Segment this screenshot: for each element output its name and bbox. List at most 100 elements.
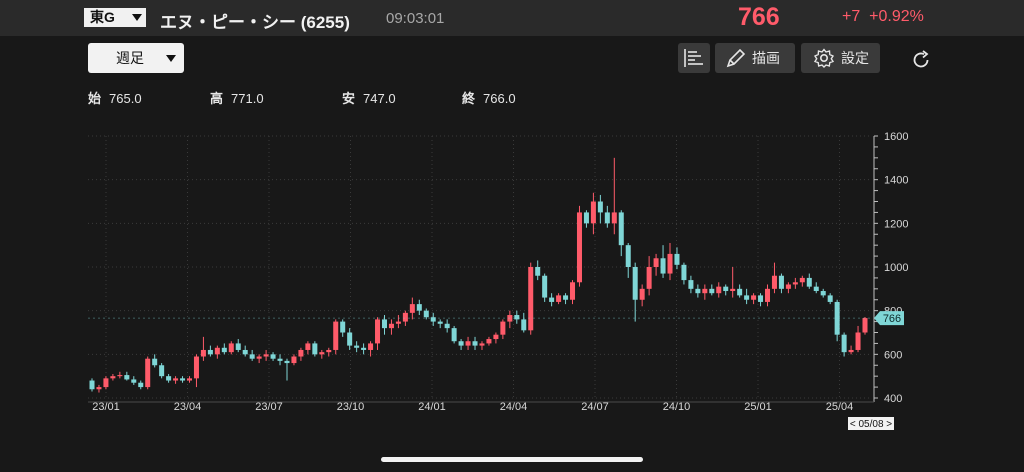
candle-body [848, 349, 854, 353]
x-tick-label: 24/07 [581, 401, 609, 413]
candle-body [702, 288, 708, 294]
candle-body [284, 360, 290, 364]
candle-body [723, 286, 729, 292]
change-percent: +0.92% [869, 8, 924, 25]
ohlc-high-label: 高 [210, 91, 224, 106]
candle-body [799, 277, 805, 283]
market-selector[interactable]: 東G [84, 8, 146, 27]
candle-body [625, 245, 631, 267]
candle-body [242, 349, 248, 355]
candle-body [563, 295, 569, 300]
candle-body [159, 365, 165, 377]
x-tick-label: 24/01 [418, 401, 446, 413]
candle-body [806, 277, 812, 287]
candle-body [214, 347, 220, 355]
candle-body [221, 347, 227, 353]
draw-button[interactable]: 描画 [715, 43, 795, 73]
candle-body [646, 267, 652, 289]
ohlc-close: 終 766.0 [462, 88, 516, 107]
period-selector[interactable]: 週足 [88, 43, 184, 73]
candle-body [110, 376, 116, 379]
ohlc-high-value: 771.0 [231, 91, 264, 106]
candle-body [778, 275, 784, 289]
y-tick-label: 400 [884, 393, 902, 405]
candle-body [820, 291, 826, 296]
candle-body [751, 295, 757, 300]
candle-body [730, 288, 736, 292]
candle-body [521, 319, 527, 331]
candle-body [479, 343, 485, 346]
candle-body [430, 317, 436, 322]
candle-body [862, 318, 868, 333]
x-tick-label: 23/07 [255, 401, 283, 413]
candle-body [556, 295, 562, 302]
y-tick-label: 1600 [884, 131, 908, 143]
ohlc-low-label: 安 [342, 91, 356, 106]
ohlc-low-value: 747.0 [363, 91, 396, 106]
candle-body [583, 212, 589, 224]
candle-body [305, 343, 311, 350]
candle-body [298, 349, 304, 357]
x-tick-label: 24/04 [500, 401, 528, 413]
candle-body [152, 358, 158, 366]
candle-body [207, 349, 213, 355]
indicator-list-icon [684, 49, 703, 67]
candle-body [528, 267, 534, 331]
x-tick-label: 24/10 [663, 401, 691, 413]
candle-body [604, 212, 610, 224]
candle-body [486, 339, 492, 344]
candle-body [465, 341, 471, 346]
candle-body [792, 282, 798, 285]
candle-body [590, 201, 596, 224]
change-value: +7 [842, 8, 861, 25]
candle-body [737, 288, 743, 296]
candle-body [437, 321, 443, 324]
ohlc-close-value: 766.0 [483, 91, 516, 106]
candle-body [576, 212, 582, 283]
candle-body [312, 343, 318, 355]
candle-body [653, 258, 659, 267]
period-label: 週足 [116, 50, 144, 66]
candle-body [263, 354, 269, 357]
pencil-icon [726, 48, 746, 68]
candle-body [416, 304, 422, 311]
last-price-tag [874, 311, 904, 326]
candle-body [667, 253, 673, 274]
cursor-date-box [848, 417, 894, 430]
price-change: +7 +0.92% [842, 8, 924, 26]
x-tick-label: 23/04 [174, 401, 202, 413]
candle-body [674, 253, 680, 265]
candle-body [632, 267, 638, 300]
y-tick-label: 1200 [884, 218, 908, 230]
candle-body [688, 280, 694, 289]
candle-body [597, 201, 603, 213]
candle-body [395, 321, 401, 324]
candle-body [388, 323, 394, 329]
candle-body [716, 286, 722, 294]
chevron-down-icon [132, 14, 142, 21]
home-indicator[interactable] [381, 457, 643, 462]
candle-body [186, 378, 193, 381]
candle-body [681, 264, 687, 281]
indicator-list-button[interactable] [678, 43, 710, 73]
candle-body [180, 378, 186, 381]
candle-body [89, 380, 95, 390]
candle-body [333, 321, 339, 350]
candle-body [354, 345, 360, 348]
candle-body [368, 343, 374, 350]
candle-body [813, 286, 819, 292]
candle-body [472, 341, 478, 346]
candle-body [326, 349, 332, 353]
candle-body [695, 288, 701, 294]
candle-body [270, 354, 276, 359]
settings-button[interactable]: 設定 [801, 43, 880, 73]
refresh-icon[interactable] [910, 49, 932, 71]
settings-label: 設定 [841, 50, 869, 66]
candle-body [611, 212, 617, 224]
candle-body [173, 378, 179, 381]
candle-body [570, 282, 576, 300]
candle-body [444, 323, 450, 329]
candle-body [145, 358, 151, 388]
candle-body [785, 284, 791, 289]
